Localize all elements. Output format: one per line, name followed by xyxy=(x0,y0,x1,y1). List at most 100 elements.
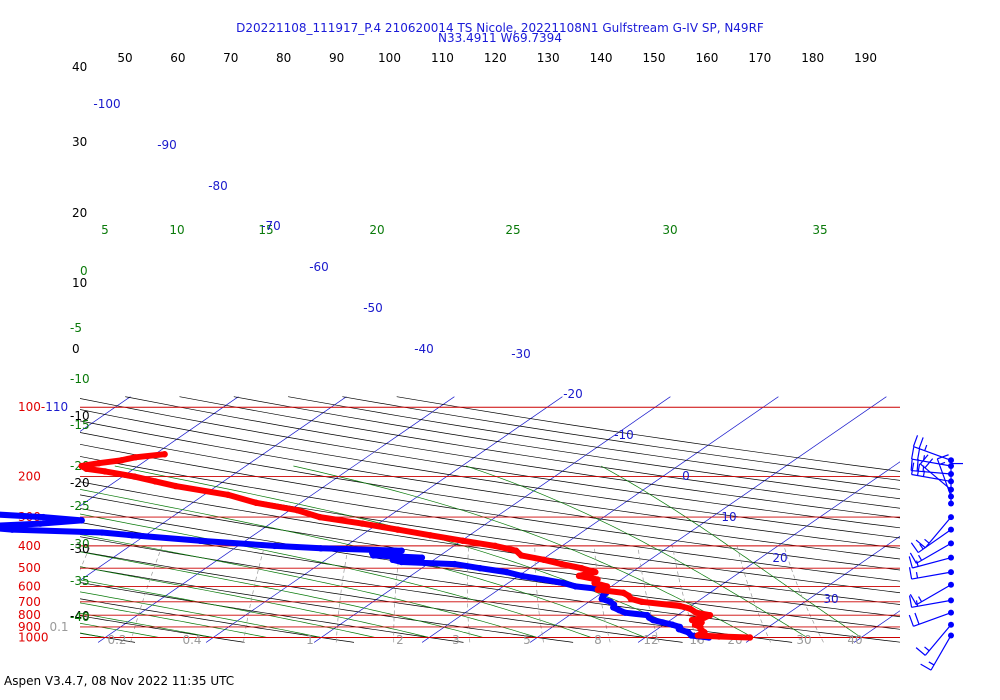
wind-barb-flag xyxy=(915,647,926,656)
temperature-point xyxy=(625,592,632,600)
temperature-point xyxy=(316,513,323,521)
dewpoint-point xyxy=(389,556,396,564)
mixing-ratio-label: 2 xyxy=(396,633,404,647)
dewpoint-point xyxy=(676,623,684,631)
moist-adiabat-label: -10 xyxy=(70,372,90,386)
wind-barb-flag xyxy=(939,461,946,466)
isotherm-grid xyxy=(80,396,900,643)
mixing-ratio-line xyxy=(393,545,401,643)
isotherm-label: 0 xyxy=(682,469,690,483)
wind-barb-flag xyxy=(924,646,930,652)
isotherm-label: -70 xyxy=(261,219,281,233)
temperature-point xyxy=(118,457,125,464)
wind-barb xyxy=(908,609,954,627)
temperature-point xyxy=(132,454,139,461)
wind-barb xyxy=(915,514,954,549)
moist-adiabat-label: -25 xyxy=(70,499,90,513)
moist-adiabat-top-label: 15 xyxy=(258,223,273,237)
dewpoint-point xyxy=(621,609,629,616)
wind-barb-flag xyxy=(924,538,930,544)
temperature-point xyxy=(427,532,434,539)
wind-barb-flag xyxy=(920,663,932,671)
pressure-label: 200 xyxy=(18,470,41,484)
wind-barb-flag xyxy=(912,435,919,447)
temperature-point xyxy=(459,537,466,544)
moist-adiabat-line xyxy=(80,551,484,638)
mixing-ratio-line xyxy=(534,545,544,643)
moist-adiabat-label: -40 xyxy=(70,610,90,624)
mixing-ratio-line xyxy=(736,545,771,643)
moist-adiabat-label: -5 xyxy=(70,321,82,335)
temperature-point xyxy=(131,473,138,480)
wind-barb-staff xyxy=(911,473,952,483)
mixing-ratio-line xyxy=(130,545,163,643)
pressure-label: 600 xyxy=(18,579,41,593)
dewpoint-point xyxy=(669,621,676,628)
wind-barb xyxy=(909,540,954,564)
pressure-label: 800 xyxy=(18,608,41,622)
isotherm-line xyxy=(853,610,900,643)
dewpoint-point xyxy=(659,619,666,626)
wind-barb-flag xyxy=(909,594,917,606)
dry-adiabat-line xyxy=(80,481,900,605)
moist-adiabat-label: -30 xyxy=(70,537,90,551)
moist-adiabat-line xyxy=(465,465,808,638)
dewpoint-point xyxy=(129,532,136,539)
temperature-point xyxy=(575,572,583,580)
dewpoint-point xyxy=(560,579,567,587)
isotherm-label: 10 xyxy=(721,510,736,524)
moist-adiabat-grid xyxy=(80,465,862,638)
dewpoint-point xyxy=(317,545,325,552)
temperature-point xyxy=(592,568,599,576)
isotherm-line xyxy=(80,396,347,581)
isotherm-label: -60 xyxy=(309,260,329,274)
mixing-ratio-label: 0.2 xyxy=(107,633,126,647)
mixing-ratio-label: 3 xyxy=(452,633,460,647)
temperature-point xyxy=(693,609,700,616)
wind-barb xyxy=(910,526,954,554)
wind-barb-flag xyxy=(937,454,949,460)
dewpoint-point xyxy=(615,606,623,614)
wind-barb-flag xyxy=(918,554,923,561)
top-tick-label: 180 xyxy=(801,51,824,65)
temperature-point xyxy=(691,621,699,628)
wind-barb-flag xyxy=(908,556,913,569)
dewpoint-point xyxy=(418,554,426,561)
wind-barb-flag xyxy=(916,463,921,476)
pressure-label: 500 xyxy=(18,561,41,575)
dry-adiabat-line xyxy=(80,468,900,594)
dry-adiabat-line xyxy=(125,396,900,519)
top-tick-label: 190 xyxy=(854,51,877,65)
dry-adiabat-line xyxy=(80,456,900,582)
dewpoint-point xyxy=(476,564,484,572)
wind-barb-flag xyxy=(928,661,935,666)
mixing-ratio-line xyxy=(243,545,265,643)
moist-adiabat-line xyxy=(293,465,754,638)
mixing-ratio-label: 40 xyxy=(847,633,862,647)
moist-adiabat-label: -35 xyxy=(70,574,90,588)
isotherm-label: -20 xyxy=(563,387,583,401)
dry-adiabat-line xyxy=(80,598,355,643)
dewpoint-point xyxy=(369,549,376,557)
temperature-point xyxy=(518,552,525,559)
temperature-point xyxy=(558,560,565,568)
moist-adiabat-top-label: 5 xyxy=(101,223,109,237)
isobar-grid xyxy=(80,406,900,638)
moist-adiabat-top-label: 20 xyxy=(369,223,384,237)
wind-barb xyxy=(915,621,954,656)
top-tick-label: 110 xyxy=(431,51,454,65)
wind-barb-flag xyxy=(918,437,924,449)
isotherm-label: -80 xyxy=(208,179,228,193)
temperature-point xyxy=(294,507,301,514)
temperature-point xyxy=(152,478,159,485)
wind-barb-flag xyxy=(908,595,913,608)
wind-barb-flag xyxy=(916,448,921,461)
temperature-point xyxy=(706,611,714,619)
temperature-point xyxy=(746,634,754,641)
software-version-footer: Aspen V3.4.7, 08 Nov 2022 11:35 UTC xyxy=(4,674,235,688)
dry-adiabat-line xyxy=(80,494,900,618)
moist-adiabat-line xyxy=(80,612,214,638)
temperature-point xyxy=(359,520,366,527)
dewpoint-point xyxy=(398,558,405,566)
